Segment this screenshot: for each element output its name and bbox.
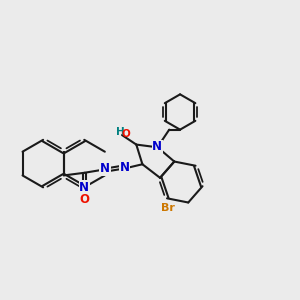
Text: O: O [122, 129, 130, 140]
Text: N: N [100, 162, 110, 175]
Text: N: N [152, 140, 162, 153]
Text: N: N [79, 181, 89, 194]
Text: N: N [120, 161, 130, 174]
Text: O: O [80, 193, 90, 206]
Text: Br: Br [161, 203, 175, 213]
Text: H: H [116, 127, 124, 137]
